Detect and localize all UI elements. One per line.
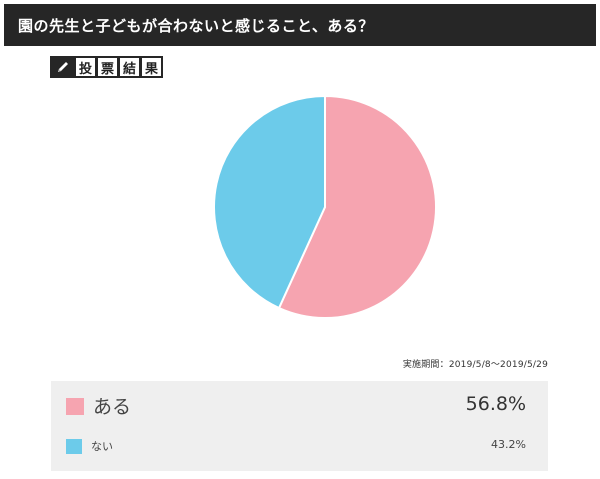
vote-result-tag: 投 票 結 果	[50, 56, 163, 78]
legend-label-aru: ある	[93, 396, 132, 418]
result-tag-char-3: 結	[120, 58, 139, 77]
page-title-text: 園の先生と子どもが合わないと感じること、ある？	[18, 16, 374, 35]
result-tag-char-1: 投	[76, 58, 95, 77]
legend-value-nai: 43.2%	[491, 438, 526, 451]
legend-swatch-nai	[66, 439, 82, 454]
legend: ある 56.8% ない 43.2%	[51, 381, 548, 471]
legend-value-aru: 56.8%	[465, 393, 526, 415]
legend-row-nai: ない 43.2%	[51, 431, 548, 471]
survey-period: 実施期間：2019/5/8〜2019/5/29	[402, 360, 548, 370]
pencil-icon	[54, 58, 72, 76]
pie-slice-aru	[277, 94, 437, 319]
legend-row-aru: ある 56.8%	[51, 381, 548, 431]
page-title: 園の先生と子どもが合わないと感じること、ある？	[4, 4, 596, 46]
legend-swatch-aru	[66, 398, 84, 415]
legend-label-nai: ない	[91, 440, 113, 453]
result-tag-char-2: 票	[98, 58, 117, 77]
result-tag-char-4: 果	[142, 58, 161, 77]
pie-slice-nai	[213, 94, 326, 310]
